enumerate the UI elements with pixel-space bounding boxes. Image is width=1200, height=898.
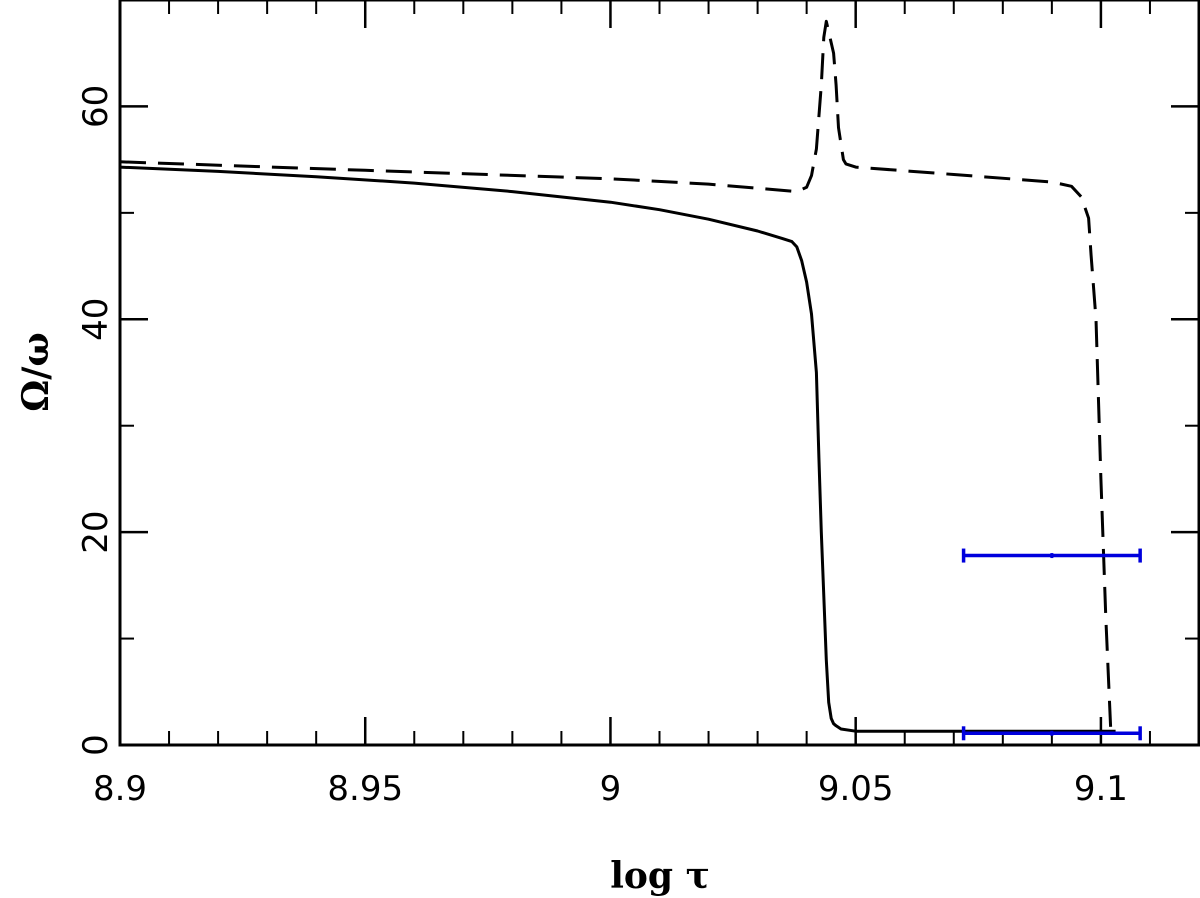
plot-frame [118, 0, 1200, 747]
errorbar-layer [961, 548, 1142, 741]
y-tick-label: 60 [76, 85, 116, 128]
y-tick-label: 0 [76, 734, 116, 756]
x-tick-label: 8.95 [327, 769, 403, 809]
x-tick-labels: 8.9 8.95 9 9.05 9.1 [93, 769, 1128, 809]
x-axis-label: log τ [610, 855, 710, 897]
series-layer [119, 19, 1116, 733]
y-tick-label: 20 [76, 511, 116, 554]
x-tick-label: 9.1 [1074, 769, 1128, 809]
x-tick-label: 8.9 [93, 769, 147, 809]
y-axis-label: Ω/ω [15, 332, 57, 411]
series-line-solid [119, 165, 1116, 733]
x-tick-label: 9.05 [818, 769, 894, 809]
major-ticks [118, 0, 1199, 747]
minor-ticks [120, 0, 1200, 745]
x-tick-label: 9 [600, 769, 622, 809]
y-tick-label: 40 [76, 298, 116, 341]
series-line-dashed [119, 19, 1113, 730]
y-tick-labels: 0 20 40 60 [76, 85, 116, 756]
